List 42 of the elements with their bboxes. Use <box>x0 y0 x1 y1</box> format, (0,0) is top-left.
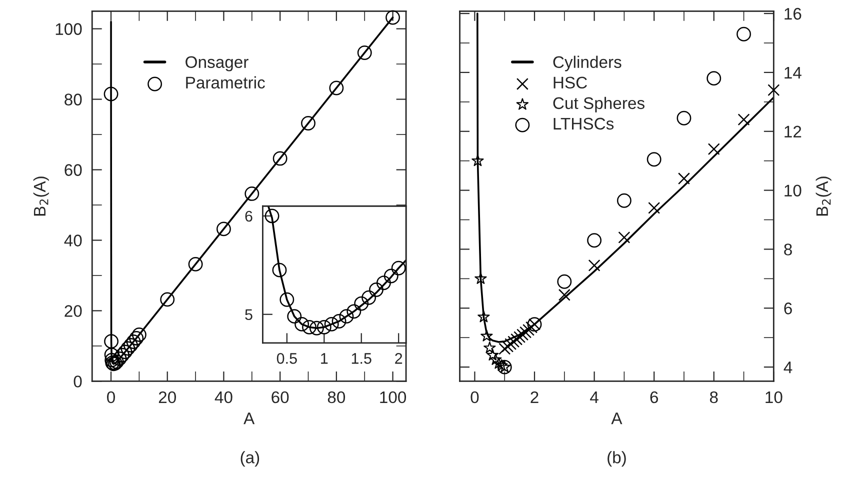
y2-tick-label: 8 <box>784 244 792 256</box>
y-tick-label: 20 <box>64 305 82 317</box>
x-axis-title: A <box>244 412 255 424</box>
x-tick-label: 0 <box>107 391 115 404</box>
y2-tick-label: 10 <box>784 184 802 196</box>
legend-label: LTHSCs <box>554 118 614 130</box>
text: (b) <box>608 451 626 467</box>
x-tick-label: 100 <box>380 391 406 404</box>
y2-axis-title: B$_{2}$(A) <box>816 176 832 216</box>
legend-label: Cylinders <box>553 56 622 72</box>
x-tick-label: 6 <box>650 391 658 404</box>
x-tick-label: 80 <box>328 391 346 404</box>
x-axis-title: A <box>611 412 622 424</box>
y-tick-label: 40 <box>64 234 82 246</box>
x-tick-label: 1 <box>321 353 328 364</box>
y-tick-label: 0 <box>74 376 82 388</box>
y2-tick-label: 4 <box>784 362 792 374</box>
x-tick-label: 4 <box>590 392 598 404</box>
y-tick-label: 5 <box>245 309 252 320</box>
y-tick-label: 60 <box>64 164 82 176</box>
x-tick-label: 0 <box>470 391 479 404</box>
y-tick-label: 80 <box>64 94 82 106</box>
x-tick-label: 10 <box>766 391 782 404</box>
x-tick-label: 8 <box>710 391 718 404</box>
legend-label: Onsager <box>186 56 248 72</box>
x-tick-label: 0.5 <box>276 353 297 364</box>
x-tick-label: 20 <box>158 391 176 404</box>
x-tick-label: 1.5 <box>352 353 372 364</box>
y-tick-label: 100 <box>56 23 82 35</box>
legend-label: HSC <box>554 76 587 89</box>
text: (a) <box>240 451 260 467</box>
x-tick-label: 40 <box>214 391 232 404</box>
x-tick-label: 2 <box>395 353 402 364</box>
legend-label: Cut Spheres <box>553 96 644 112</box>
x-tick-label: 2 <box>530 391 538 404</box>
y2-tick-label: 6 <box>784 302 792 314</box>
y2-tick-label: 16 <box>784 8 802 20</box>
y2-tick-label: 12 <box>784 126 802 138</box>
y2-tick-label: 14 <box>784 67 802 78</box>
legend-label: Parametric <box>186 76 265 89</box>
y-axis-title: B$_{2}$(A) <box>33 176 49 216</box>
x-tick-label: 60 <box>272 391 289 404</box>
